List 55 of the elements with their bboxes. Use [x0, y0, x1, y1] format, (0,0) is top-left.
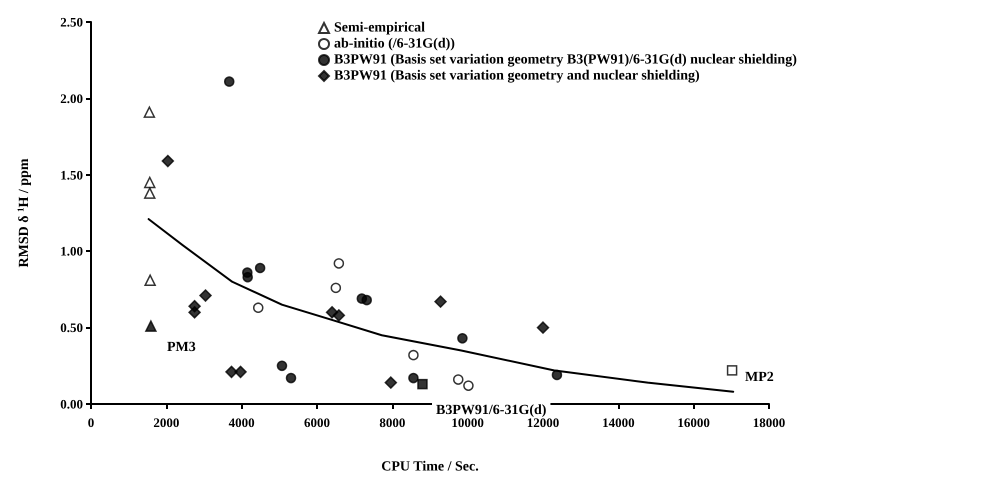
- x-tick-label: 10000: [451, 415, 484, 430]
- point: [144, 274, 156, 286]
- legend-label: Semi-empirical: [334, 20, 426, 36]
- point: [434, 295, 447, 308]
- point: [417, 378, 428, 390]
- point: [408, 372, 419, 384]
- x-tick-label: 4000: [228, 415, 255, 430]
- x-tick-label: 8000: [379, 415, 406, 430]
- point: [332, 309, 346, 322]
- point: [361, 294, 372, 306]
- point: [453, 374, 464, 385]
- point: [199, 289, 212, 302]
- point: [726, 365, 738, 376]
- x-tick-label: 0: [88, 415, 94, 430]
- x-tick-label: 14000: [602, 415, 635, 430]
- y-tick-label: 1.50: [60, 167, 83, 182]
- y-tick-label: 1.00: [60, 244, 83, 259]
- point: [188, 306, 201, 319]
- point: [144, 106, 156, 118]
- point: [144, 187, 156, 199]
- x-tick-label: 6000: [304, 415, 330, 430]
- point: [234, 366, 247, 378]
- x-axis-title: CPU Time / Sec.: [381, 460, 479, 474]
- point: [384, 376, 398, 389]
- legend-label: ab-initio (/6-31G(d)): [334, 36, 456, 52]
- y-tick-label: 2.50: [60, 14, 83, 30]
- point: [334, 258, 344, 269]
- annotation: B3PW91/6-31G(d): [436, 403, 547, 418]
- y-tick-label: 0.00: [60, 396, 83, 412]
- point: [463, 380, 474, 391]
- point: [253, 302, 264, 313]
- point: [457, 333, 468, 344]
- point: [242, 272, 253, 282]
- y-tick-label: 2.00: [60, 90, 83, 106]
- x-tick-label: 16000: [677, 415, 710, 430]
- point: [330, 282, 342, 294]
- line-series: [148, 218, 734, 393]
- point: [224, 76, 234, 87]
- x-tick-label: 18000: [752, 415, 786, 430]
- point: [254, 262, 266, 274]
- annotation: MP2: [745, 370, 774, 385]
- annotation: PM3: [167, 340, 196, 355]
- x-tick-label: 2000: [153, 415, 180, 430]
- point: [144, 176, 156, 188]
- point: [276, 360, 288, 372]
- y-tick-label: 0.50: [60, 320, 83, 336]
- legend-label: B3PW91 (Basis set variation geometry and nuclear shielding): [334, 68, 700, 84]
- point: [408, 350, 419, 360]
- point: [286, 372, 296, 384]
- point: [536, 321, 550, 334]
- point: [145, 320, 157, 332]
- point: [225, 366, 238, 378]
- y-axis-title: RMSD δ 1H / ppm: [16, 158, 32, 268]
- legend-label: B3PW91 (Basis set variation geometry B3(PW91)/6-31G(d) nuclear shielding): [334, 52, 798, 68]
- point: [162, 154, 174, 168]
